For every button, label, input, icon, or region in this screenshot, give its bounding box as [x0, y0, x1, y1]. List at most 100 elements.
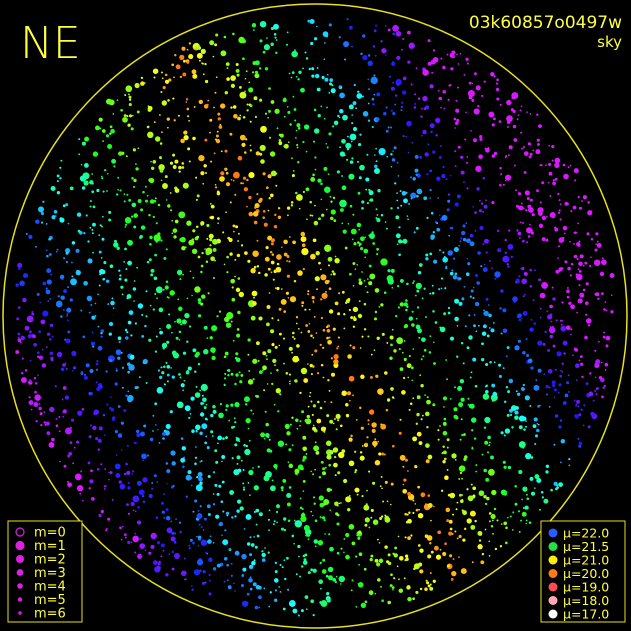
- star: [590, 210, 593, 213]
- star: [378, 558, 384, 564]
- star: [323, 503, 326, 506]
- star: [514, 345, 520, 351]
- star: [475, 165, 482, 172]
- star: [518, 469, 523, 475]
- star: [313, 315, 316, 318]
- star: [262, 210, 266, 213]
- star: [502, 183, 505, 186]
- star: [94, 302, 97, 305]
- star: [575, 379, 578, 381]
- star: [422, 414, 424, 417]
- star: [445, 265, 448, 268]
- star: [296, 143, 299, 147]
- star: [258, 512, 263, 517]
- star: [230, 278, 236, 284]
- star: [248, 211, 254, 217]
- star: [178, 170, 181, 173]
- star: [346, 18, 349, 21]
- star: [273, 403, 276, 406]
- star: [466, 62, 469, 65]
- star: [110, 396, 112, 398]
- star: [214, 259, 217, 262]
- star: [521, 278, 528, 285]
- star: [145, 199, 148, 203]
- star: [197, 255, 201, 259]
- star: [307, 19, 311, 23]
- star: [237, 310, 241, 315]
- star: [228, 237, 233, 243]
- star: [31, 310, 34, 314]
- star: [127, 394, 134, 402]
- star: [230, 320, 233, 323]
- star: [170, 520, 173, 523]
- star: [459, 378, 465, 384]
- star: [474, 519, 477, 523]
- star: [181, 166, 185, 169]
- star: [162, 288, 165, 291]
- star: [56, 351, 63, 358]
- star: [560, 369, 562, 372]
- star: [337, 471, 341, 475]
- star: [36, 292, 40, 296]
- star: [391, 61, 396, 67]
- magnitude-symbol: [15, 540, 25, 551]
- star: [416, 306, 420, 309]
- star: [62, 386, 67, 390]
- star: [465, 239, 469, 242]
- star: [98, 284, 101, 287]
- star: [235, 287, 241, 293]
- star: [442, 460, 446, 464]
- star: [548, 386, 551, 389]
- star: [348, 437, 353, 442]
- star: [130, 354, 135, 359]
- star: [603, 308, 606, 311]
- star: [522, 310, 528, 316]
- star: [442, 450, 447, 455]
- star: [112, 416, 116, 420]
- star: [357, 90, 360, 94]
- star: [288, 486, 292, 489]
- star: [352, 284, 355, 287]
- star: [490, 514, 496, 520]
- star: [97, 448, 101, 451]
- star: [123, 533, 127, 537]
- star: [461, 499, 464, 501]
- star: [124, 278, 128, 282]
- star: [460, 397, 465, 402]
- star: [222, 539, 229, 546]
- star: [453, 414, 458, 419]
- star: [140, 76, 144, 80]
- star: [377, 440, 380, 443]
- star: [199, 389, 201, 392]
- star: [368, 190, 374, 196]
- star: [464, 455, 468, 459]
- star: [313, 108, 317, 112]
- star: [550, 320, 553, 323]
- star: [90, 496, 95, 501]
- star: [221, 480, 225, 484]
- star: [262, 216, 265, 219]
- star: [245, 444, 249, 448]
- image-id: 03k60857o0497w: [469, 13, 622, 33]
- star: [442, 165, 445, 169]
- star: [426, 216, 429, 220]
- star: [161, 71, 163, 74]
- star: [59, 304, 62, 307]
- star: [286, 492, 292, 499]
- star: [232, 32, 235, 36]
- star: [322, 329, 326, 332]
- star: [291, 174, 295, 178]
- star: [219, 176, 225, 182]
- star: [505, 491, 508, 493]
- star: [538, 278, 541, 282]
- star: [117, 405, 121, 408]
- star: [604, 301, 607, 303]
- star: [96, 359, 99, 363]
- star: [470, 289, 474, 293]
- star: [327, 256, 333, 262]
- star: [243, 486, 245, 489]
- star: [286, 556, 289, 560]
- star: [335, 428, 338, 431]
- star: [173, 76, 175, 79]
- star: [536, 477, 542, 484]
